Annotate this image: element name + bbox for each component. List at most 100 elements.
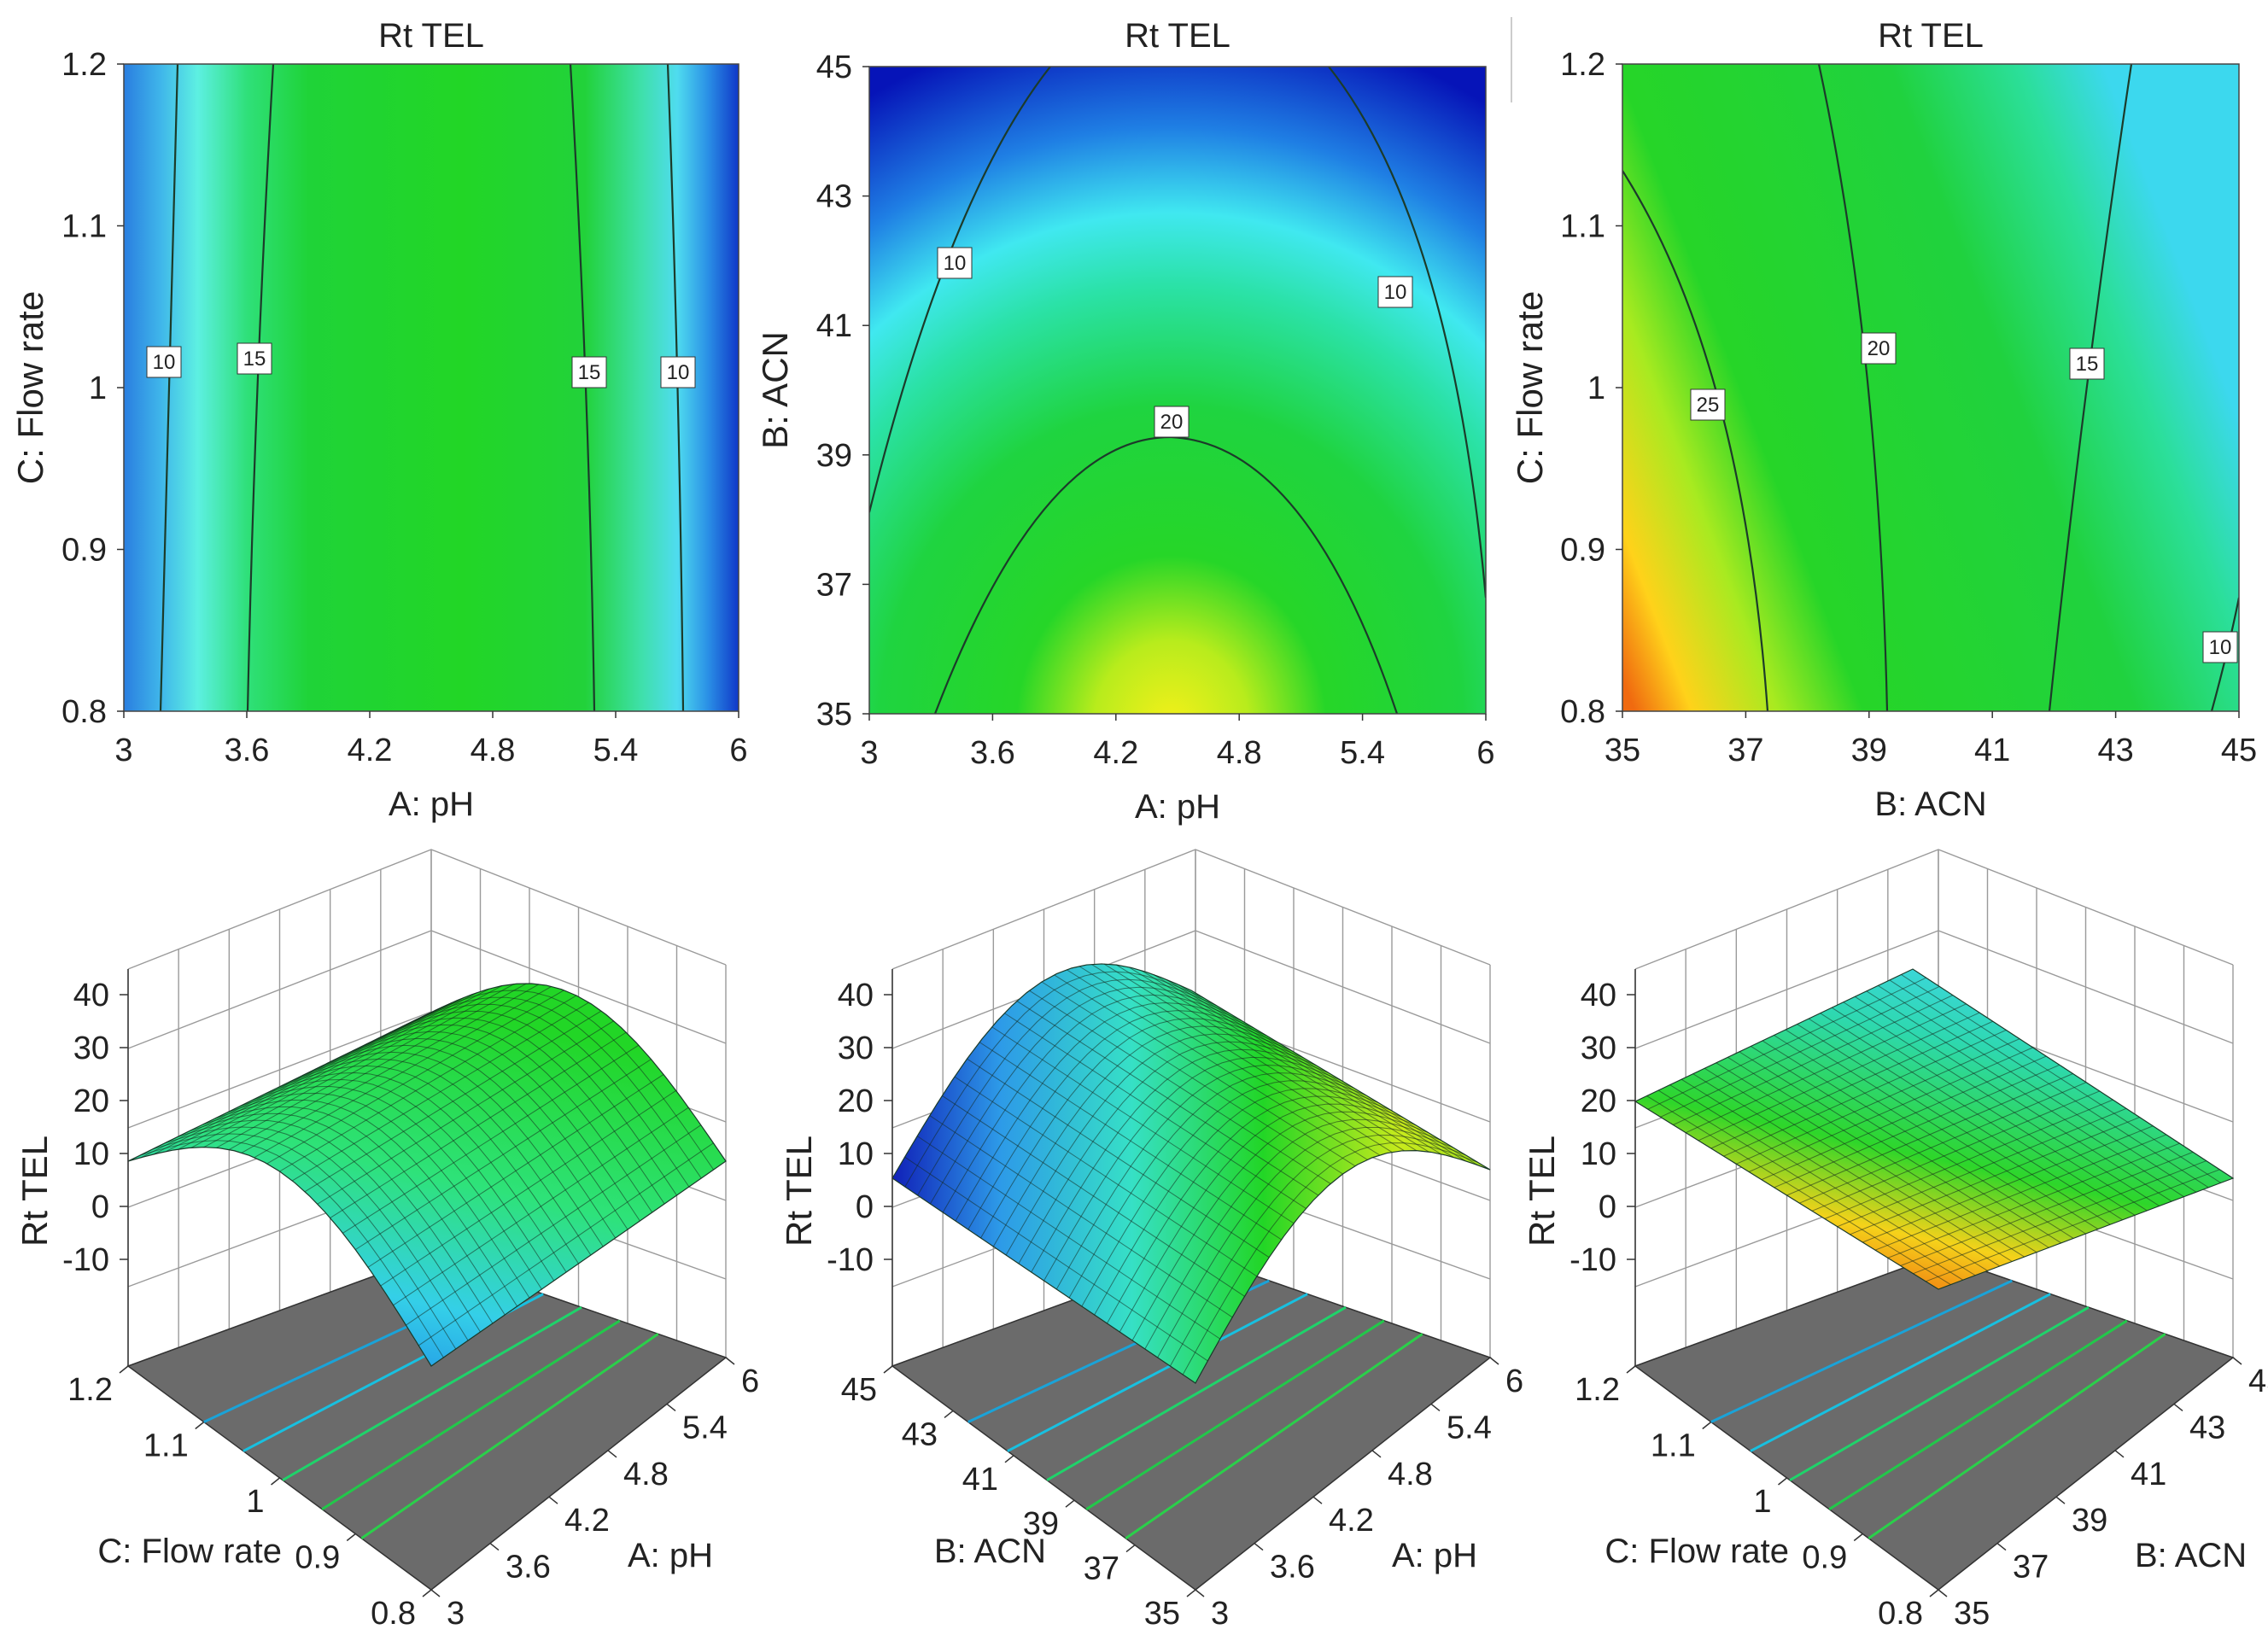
z-tick-label: 40 bbox=[1581, 978, 1616, 1013]
y-tick-mark bbox=[1929, 1589, 1939, 1597]
x-tick-label: 6 bbox=[1476, 735, 1494, 771]
chart-title: Rt TEL bbox=[1125, 17, 1230, 55]
y-tick-mark bbox=[883, 1365, 893, 1374]
x-tick-mark bbox=[2173, 1403, 2183, 1411]
x-tick-mark bbox=[548, 1496, 558, 1504]
x-axis-label: A: pH bbox=[1135, 788, 1220, 826]
x-tick-mark bbox=[1312, 1496, 1323, 1504]
x-tick-label: 45 bbox=[2248, 1364, 2268, 1399]
contour-label: 10 bbox=[2209, 636, 2232, 659]
x-tick-label: 6 bbox=[729, 733, 747, 768]
z-tick-label: 20 bbox=[73, 1083, 109, 1119]
z-tick-label: -10 bbox=[827, 1242, 874, 1278]
y-tick-label: 1.2 bbox=[1575, 1372, 1620, 1408]
x-tick-label: 3.6 bbox=[506, 1550, 551, 1586]
z-tick-label: 20 bbox=[838, 1083, 874, 1119]
contour-labels: 25 20 15 10 bbox=[1690, 332, 2238, 663]
contour-label: 10 bbox=[667, 361, 690, 384]
y-axis: 45 43 41 39 37 35 B: ACN bbox=[841, 1365, 1196, 1632]
x-tick-label: 39 bbox=[2072, 1503, 2107, 1539]
y-tick-label: 1 bbox=[1753, 1484, 1771, 1520]
x-tick-label: 3 bbox=[447, 1596, 465, 1632]
x-tick-label: 5.4 bbox=[682, 1410, 728, 1445]
floor-contour bbox=[1125, 1333, 1423, 1539]
y-tick-label: 35 bbox=[1144, 1596, 1180, 1632]
x-ticks: 3 3.6 4.2 4.8 5.4 6 bbox=[860, 714, 1495, 771]
x-tick-label: 35 bbox=[1605, 733, 1640, 768]
y-tick-mark bbox=[119, 1365, 129, 1374]
contour-label: 15 bbox=[243, 347, 266, 371]
x-tick-mark bbox=[1430, 1403, 1441, 1411]
x-tick-mark bbox=[725, 1357, 735, 1365]
y-tick-label: 1.1 bbox=[61, 209, 107, 245]
y-tick-mark bbox=[1125, 1545, 1136, 1553]
x-tick-label: 4.8 bbox=[1388, 1457, 1433, 1492]
y-tick-label: 39 bbox=[1023, 1506, 1059, 1542]
contour-label: 15 bbox=[578, 361, 601, 384]
y-tick-mark bbox=[422, 1589, 432, 1597]
x-tick-label: 4.2 bbox=[348, 733, 393, 768]
z-tick-label: 40 bbox=[838, 978, 874, 1013]
y-tick-label: 0.9 bbox=[295, 1540, 340, 1576]
z-tick-label: 10 bbox=[838, 1136, 874, 1172]
y-tick-label: 0.9 bbox=[1560, 533, 1605, 569]
x-tick-label: 3 bbox=[114, 733, 132, 768]
floor-contour bbox=[1085, 1319, 1385, 1510]
x-tick-label: 41 bbox=[2131, 1457, 2166, 1492]
x-tick-label: 3 bbox=[860, 735, 878, 771]
y-axis: 1.2 1.1 1 0.9 0.8 C: Flow rate bbox=[67, 1365, 432, 1632]
contour-label: 10 bbox=[944, 252, 967, 275]
z-tick-label: -10 bbox=[1569, 1242, 1616, 1278]
y-tick-label: 43 bbox=[816, 179, 852, 215]
y-tick-label: 0.8 bbox=[61, 694, 107, 730]
z-axis-label: Rt TEL bbox=[15, 1136, 55, 1247]
x-axis-label: A: pH bbox=[389, 785, 474, 823]
x-tick-label: 5.4 bbox=[593, 733, 639, 768]
floor-plane bbox=[1634, 1254, 2235, 1591]
x-axis: 6 5.4 4.8 4.2 3.6 3 A: pH bbox=[430, 1357, 759, 1632]
x-tick-mark bbox=[1938, 1589, 1948, 1597]
chart-title: Rt TEL bbox=[1878, 17, 1984, 55]
x-axis-label: A: pH bbox=[628, 1537, 713, 1574]
chart-title: Rt TEL bbox=[378, 17, 484, 55]
x-tick-label: 37 bbox=[2013, 1550, 2049, 1586]
y-tick-label: 41 bbox=[962, 1462, 998, 1498]
contour-line bbox=[869, 67, 1051, 513]
contour-line bbox=[159, 64, 179, 711]
contour-surface bbox=[869, 67, 1486, 714]
x-tick-label: 37 bbox=[1727, 733, 1763, 768]
y-tick-mark bbox=[271, 1477, 280, 1486]
y-tick-label: 1 bbox=[246, 1484, 264, 1520]
x-tick-label: 3.6 bbox=[970, 735, 1015, 771]
contour-plot-ph-acn: 10 10 20 Rt TEL 3 3.6 4.2 4.8 5.4 6 35 37 39 41 4… bbox=[755, 17, 1495, 826]
contour-line bbox=[2048, 64, 2133, 711]
y-tick-label: 39 bbox=[816, 438, 852, 474]
y-tick-label: 1 bbox=[1587, 371, 1605, 406]
y-tick-label: 45 bbox=[816, 50, 852, 85]
x-tick-label: 39 bbox=[1851, 733, 1887, 768]
response-surface bbox=[1634, 968, 2235, 1290]
x-axis-label: B: ACN bbox=[2135, 1537, 2247, 1574]
x-tick-mark bbox=[607, 1450, 617, 1458]
contour-line bbox=[246, 64, 275, 711]
response-surface bbox=[891, 963, 1491, 1384]
contour-label: 10 bbox=[1384, 281, 1407, 304]
z-axis-label: Rt TEL bbox=[1522, 1136, 1562, 1247]
x-tick-label: 4.8 bbox=[623, 1457, 669, 1492]
z-axis-label: Rt TEL bbox=[779, 1136, 819, 1247]
x-tick-label: 41 bbox=[1974, 733, 2010, 768]
y-tick-label: 43 bbox=[902, 1416, 938, 1452]
y-tick-label: 37 bbox=[816, 567, 852, 603]
floor-contour bbox=[1789, 1305, 2090, 1481]
y-tick-label: 0.8 bbox=[1560, 694, 1605, 730]
y-tick-label: 45 bbox=[841, 1372, 877, 1408]
x-tick-mark bbox=[1254, 1543, 1264, 1551]
z-tick-label: 40 bbox=[73, 978, 109, 1013]
z-tick-label: 0 bbox=[1599, 1189, 1616, 1225]
